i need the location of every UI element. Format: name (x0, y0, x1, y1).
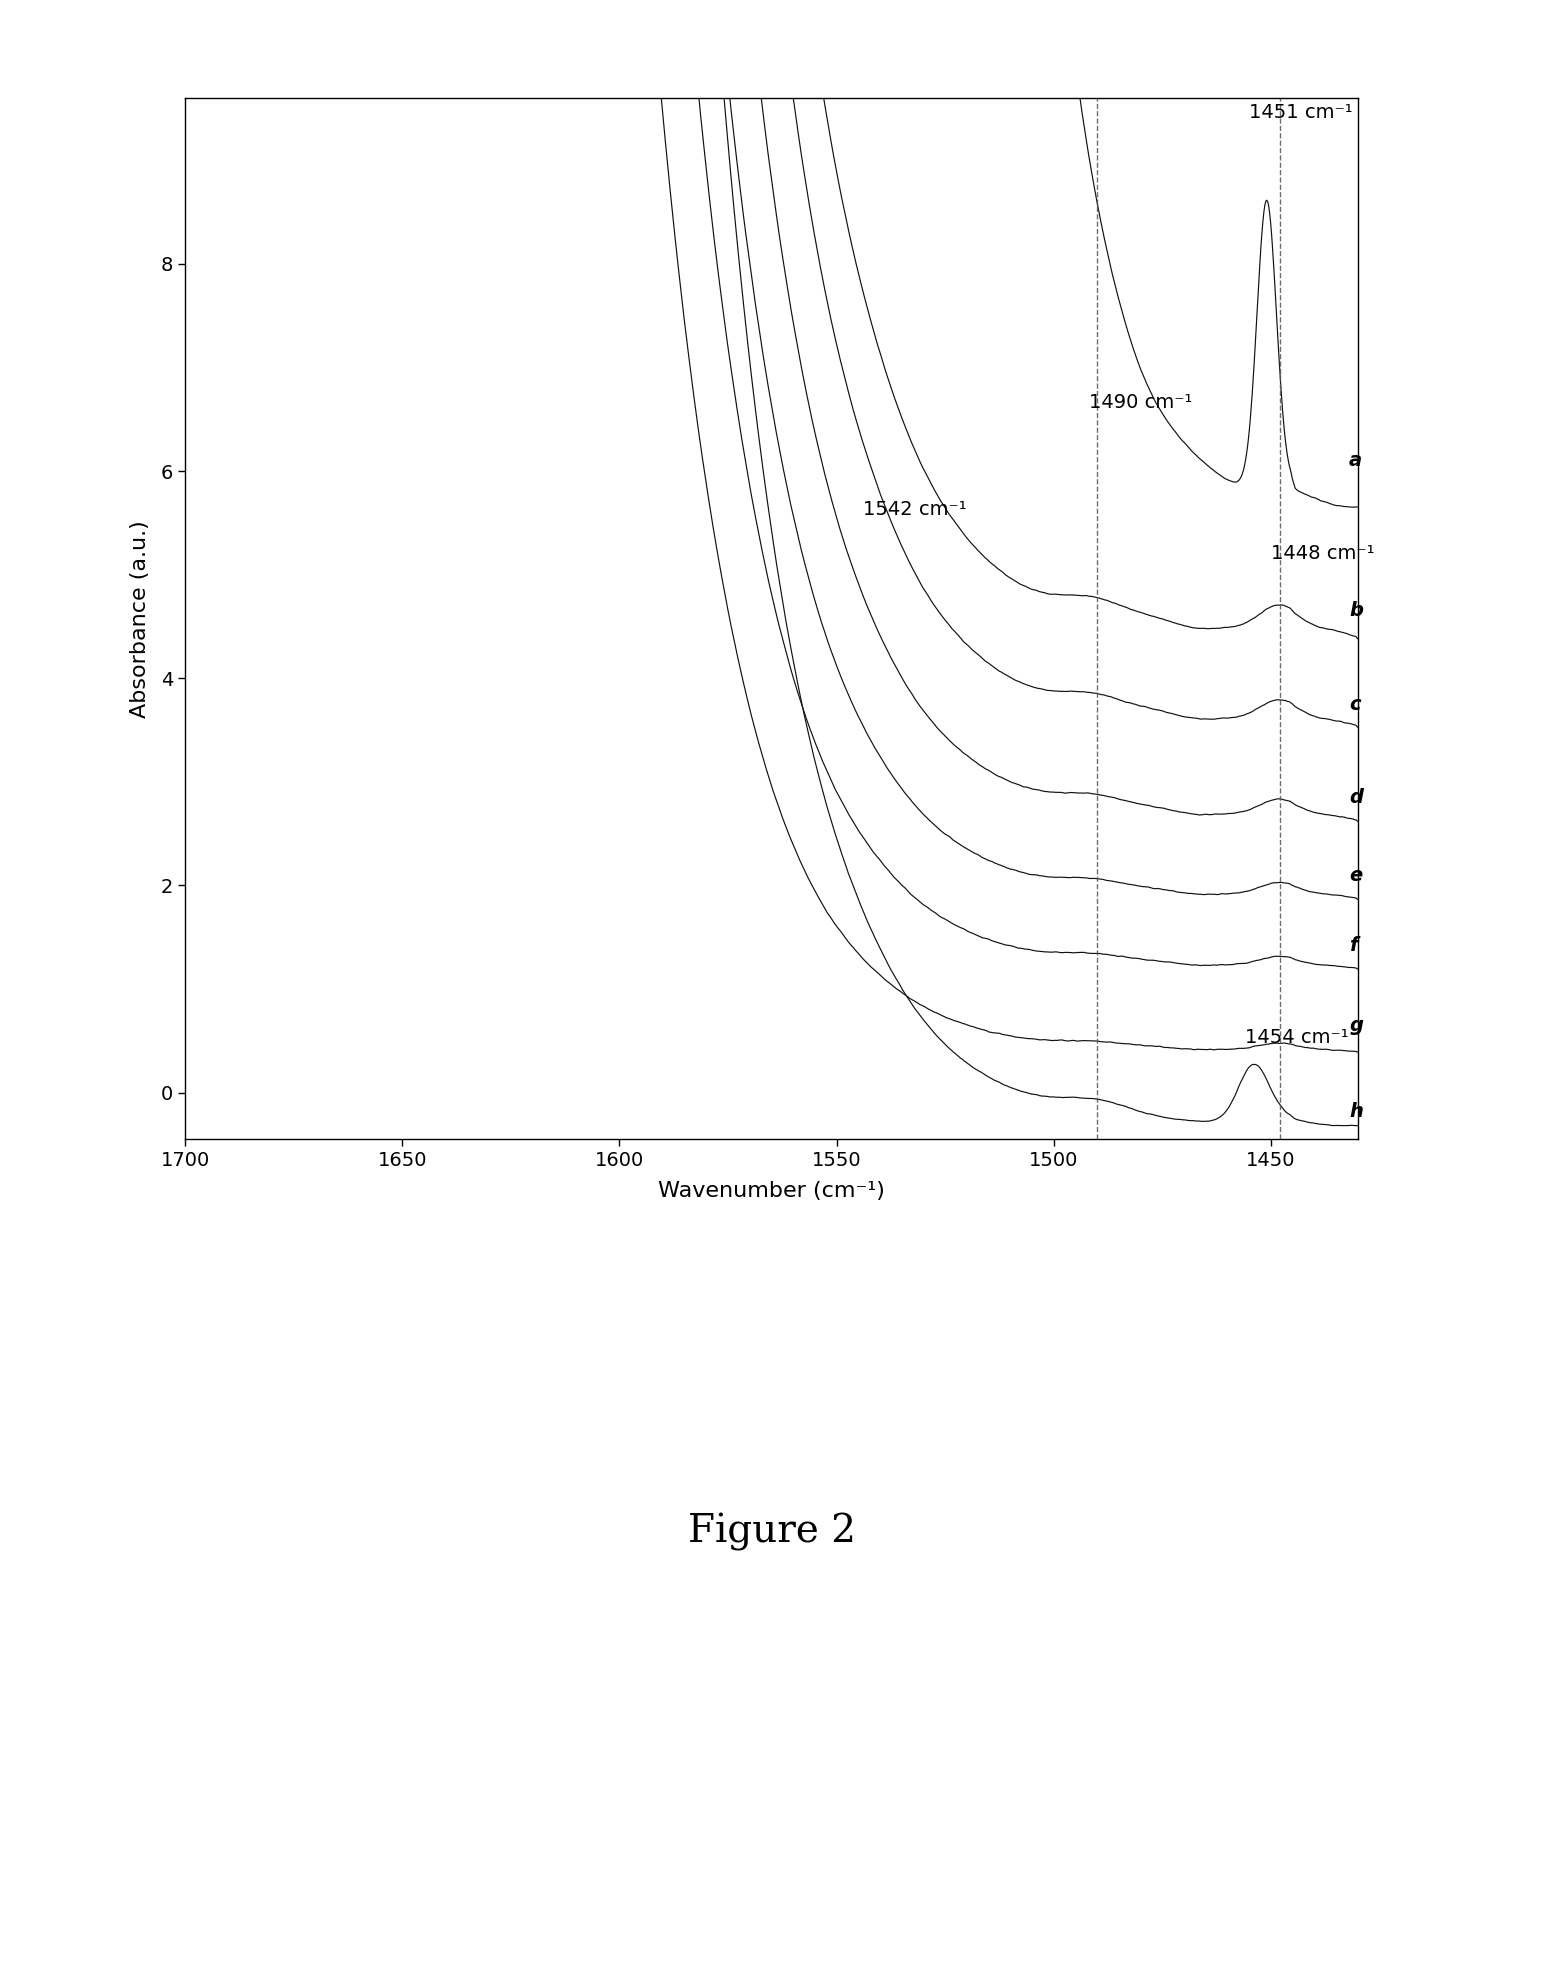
Text: Figure 2: Figure 2 (688, 1512, 855, 1552)
Text: b: b (1349, 601, 1362, 621)
Text: 1542 cm⁻¹: 1542 cm⁻¹ (863, 501, 966, 518)
Text: f: f (1349, 937, 1358, 955)
Text: 1454 cm⁻¹: 1454 cm⁻¹ (1245, 1029, 1349, 1047)
Text: e: e (1349, 866, 1362, 884)
Text: 1448 cm⁻¹: 1448 cm⁻¹ (1271, 544, 1375, 562)
Text: g: g (1349, 1015, 1362, 1035)
Text: 1451 cm⁻¹: 1451 cm⁻¹ (1250, 104, 1353, 122)
X-axis label: Wavenumber (cm⁻¹): Wavenumber (cm⁻¹) (657, 1180, 886, 1202)
Text: c: c (1349, 695, 1361, 713)
Text: 1490 cm⁻¹: 1490 cm⁻¹ (1088, 393, 1191, 412)
Y-axis label: Absorbance (a.u.): Absorbance (a.u.) (130, 520, 150, 717)
Text: h: h (1349, 1102, 1362, 1121)
Text: d: d (1349, 788, 1362, 807)
Text: a: a (1349, 452, 1362, 469)
